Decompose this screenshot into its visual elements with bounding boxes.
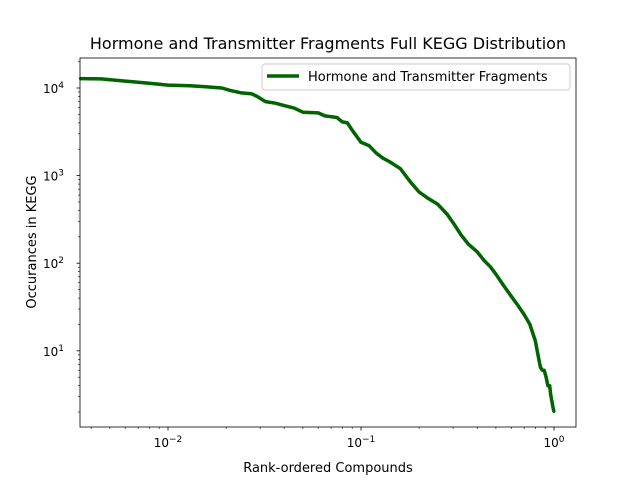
- data-point: [552, 410, 556, 414]
- plot-area: [80, 58, 576, 427]
- data-point: [240, 91, 243, 95]
- data-point: [417, 190, 421, 194]
- data-point: [544, 376, 548, 379]
- data-point: [539, 366, 542, 369]
- data-point: [451, 221, 455, 224]
- data-point: [346, 121, 349, 125]
- data-point: [446, 213, 449, 216]
- plot-frame: [79, 57, 577, 428]
- data-point: [399, 167, 402, 170]
- data-point: [548, 384, 551, 387]
- data-point: [359, 141, 363, 144]
- legend-box: [261, 63, 571, 91]
- data-point: [482, 258, 485, 261]
- data-point: [543, 369, 546, 372]
- data-point: [335, 116, 339, 119]
- data-point: [550, 398, 553, 401]
- data-point: [188, 84, 192, 88]
- data-point: [409, 180, 412, 183]
- data-point: [381, 157, 385, 160]
- data-point: [436, 203, 439, 206]
- legend-label: Hormone and Transmitter Fragments: [308, 70, 548, 85]
- chart-title: Hormone and Transmitter Fragments Full K…: [90, 34, 566, 53]
- data-point: [537, 355, 540, 359]
- data-point: [250, 92, 253, 95]
- data-point: [388, 160, 391, 163]
- data-point: [341, 120, 344, 124]
- data-point: [522, 313, 526, 316]
- data-point: [375, 152, 378, 155]
- legend: Hormone and Transmitter Fragments: [261, 63, 571, 91]
- data-point: [534, 339, 537, 342]
- data-point: [229, 89, 232, 92]
- data-point: [476, 250, 479, 253]
- data-point: [549, 393, 552, 396]
- data-point: [552, 407, 555, 410]
- data-point: [528, 323, 532, 326]
- data-point: [323, 114, 327, 118]
- data-point: [467, 243, 470, 246]
- series-layer: [78, 76, 556, 414]
- data-point: [494, 273, 498, 276]
- data-point: [220, 86, 223, 90]
- data-point: [166, 83, 170, 87]
- data-point: [489, 266, 492, 269]
- data-point: [283, 104, 286, 107]
- data-point: [256, 95, 259, 98]
- data-point: [329, 115, 333, 118]
- data-point: [206, 85, 209, 89]
- data-point: [541, 369, 544, 372]
- data-point: [264, 100, 267, 103]
- data-point: [274, 102, 277, 105]
- data-point: [351, 129, 354, 132]
- x-axis-label: Rank-ordered Compounds: [243, 461, 413, 476]
- data-point: [551, 402, 554, 405]
- data-point: [301, 111, 305, 114]
- data-point: [459, 233, 463, 237]
- data-point: [425, 196, 429, 199]
- data-point: [292, 106, 296, 110]
- data-point: [510, 295, 513, 298]
- y-axis-label: Occurances in KEGG: [25, 175, 40, 308]
- data-point: [367, 144, 371, 147]
- data-point: [124, 79, 127, 83]
- data-point: [317, 111, 320, 115]
- data-point: [546, 384, 550, 387]
- data-point: [516, 304, 520, 307]
- data-point: [148, 82, 151, 85]
- data-point: [99, 77, 103, 81]
- data-point: [502, 284, 506, 288]
